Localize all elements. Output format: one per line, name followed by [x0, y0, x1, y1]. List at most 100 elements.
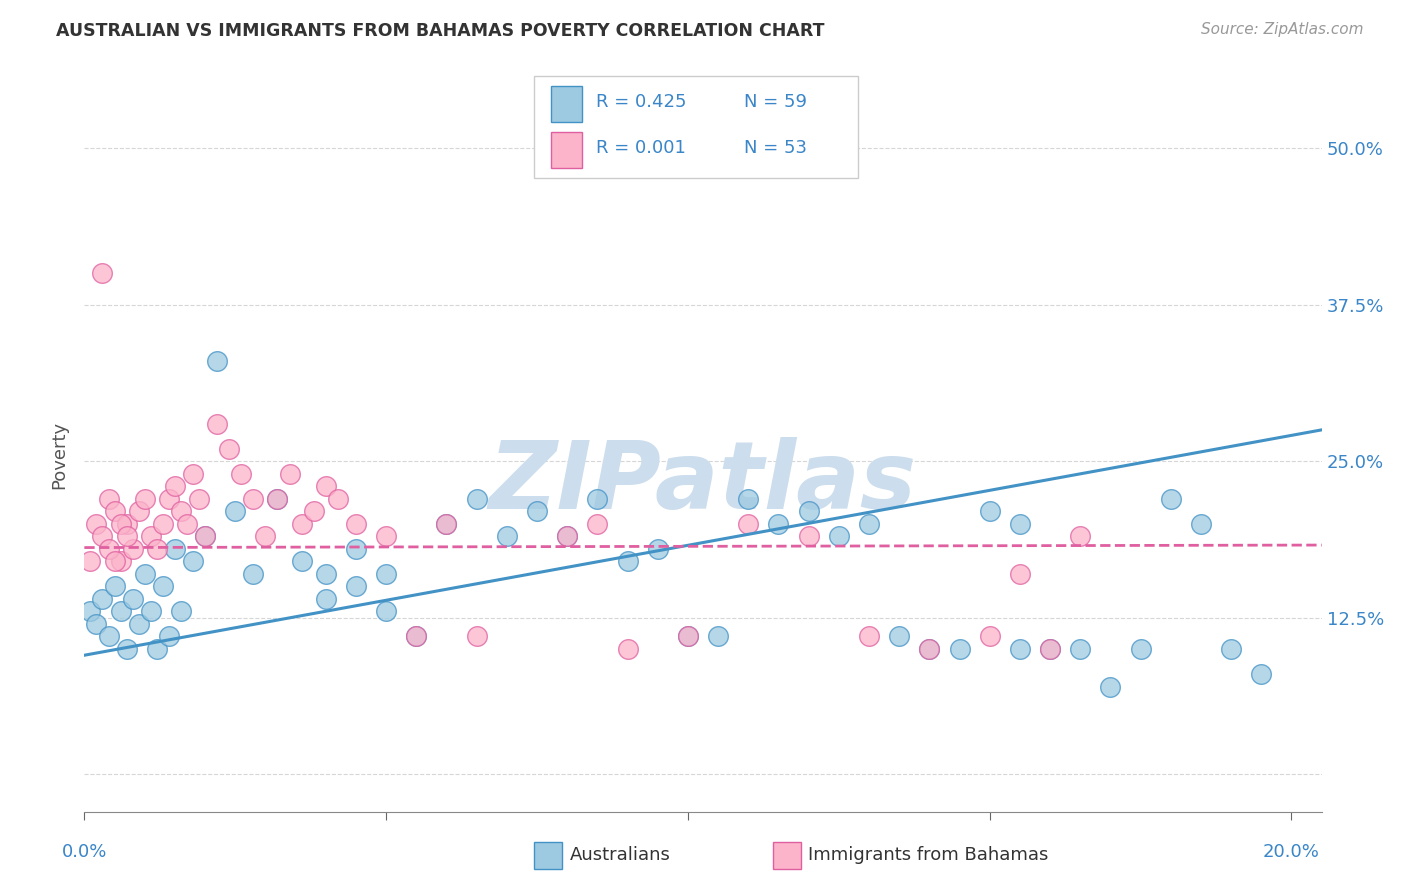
- Point: [1099, 680, 1122, 694]
- Point: [315, 591, 337, 606]
- Point: [188, 491, 211, 506]
- Point: [181, 467, 204, 481]
- Point: [526, 504, 548, 518]
- Point: [139, 529, 162, 543]
- Point: [152, 516, 174, 531]
- Point: [110, 516, 132, 531]
- Point: [858, 630, 880, 644]
- Point: [647, 541, 669, 556]
- Point: [375, 604, 398, 618]
- Text: ZIPatlas: ZIPatlas: [489, 437, 917, 530]
- Point: [121, 541, 143, 556]
- Point: [128, 616, 150, 631]
- Point: [91, 529, 114, 543]
- Point: [266, 491, 288, 506]
- Point: [315, 479, 337, 493]
- Point: [1008, 566, 1031, 581]
- Point: [146, 642, 169, 657]
- Point: [242, 566, 264, 581]
- Point: [231, 467, 253, 481]
- Point: [495, 529, 517, 543]
- Point: [115, 529, 138, 543]
- Point: [1069, 642, 1091, 657]
- Point: [616, 642, 638, 657]
- Point: [1008, 642, 1031, 657]
- Point: [315, 566, 337, 581]
- Point: [979, 504, 1001, 518]
- Point: [405, 630, 427, 644]
- Text: 20.0%: 20.0%: [1263, 843, 1320, 861]
- Point: [242, 491, 264, 506]
- Text: Source: ZipAtlas.com: Source: ZipAtlas.com: [1201, 22, 1364, 37]
- Point: [86, 516, 108, 531]
- Point: [110, 554, 132, 568]
- Point: [291, 516, 314, 531]
- Point: [170, 504, 193, 518]
- Point: [918, 642, 941, 657]
- Point: [326, 491, 349, 506]
- Point: [97, 541, 120, 556]
- Point: [79, 604, 101, 618]
- Point: [146, 541, 169, 556]
- Point: [139, 604, 162, 618]
- Point: [157, 491, 180, 506]
- Point: [97, 491, 120, 506]
- Point: [134, 491, 156, 506]
- Point: [768, 516, 790, 531]
- Point: [465, 491, 488, 506]
- Point: [797, 504, 820, 518]
- Point: [1129, 642, 1152, 657]
- Point: [858, 516, 880, 531]
- Y-axis label: Poverty: Poverty: [51, 421, 69, 489]
- Point: [205, 417, 228, 431]
- Point: [103, 504, 125, 518]
- Point: [707, 630, 730, 644]
- Point: [170, 604, 193, 618]
- Point: [205, 354, 228, 368]
- Point: [436, 516, 458, 531]
- Text: 0.0%: 0.0%: [62, 843, 107, 861]
- Point: [302, 504, 325, 518]
- Text: Immigrants from Bahamas: Immigrants from Bahamas: [808, 847, 1049, 864]
- Point: [465, 630, 488, 644]
- Point: [97, 630, 120, 644]
- Text: R = 0.001: R = 0.001: [596, 138, 686, 157]
- Point: [555, 529, 578, 543]
- Point: [278, 467, 301, 481]
- Point: [91, 266, 114, 280]
- Point: [918, 642, 941, 657]
- Point: [224, 504, 246, 518]
- Text: N = 59: N = 59: [744, 94, 807, 112]
- Text: AUSTRALIAN VS IMMIGRANTS FROM BAHAMAS POVERTY CORRELATION CHART: AUSTRALIAN VS IMMIGRANTS FROM BAHAMAS PO…: [56, 22, 825, 40]
- Point: [797, 529, 820, 543]
- Point: [979, 630, 1001, 644]
- Point: [828, 529, 851, 543]
- Point: [254, 529, 277, 543]
- Point: [676, 630, 699, 644]
- Point: [110, 604, 132, 618]
- Point: [194, 529, 217, 543]
- Point: [103, 554, 125, 568]
- Point: [194, 529, 217, 543]
- Point: [218, 442, 240, 456]
- Point: [1008, 516, 1031, 531]
- Point: [1189, 516, 1212, 531]
- Point: [86, 616, 108, 631]
- Point: [1069, 529, 1091, 543]
- Point: [889, 630, 911, 644]
- Point: [1250, 667, 1272, 681]
- Point: [163, 479, 186, 493]
- Point: [586, 491, 609, 506]
- Text: Australians: Australians: [569, 847, 671, 864]
- Point: [79, 554, 101, 568]
- Point: [436, 516, 458, 531]
- Point: [134, 566, 156, 581]
- Point: [616, 554, 638, 568]
- Point: [1220, 642, 1243, 657]
- Point: [1160, 491, 1182, 506]
- Point: [152, 579, 174, 593]
- Point: [555, 529, 578, 543]
- Point: [676, 630, 699, 644]
- Point: [121, 591, 143, 606]
- Point: [176, 516, 198, 531]
